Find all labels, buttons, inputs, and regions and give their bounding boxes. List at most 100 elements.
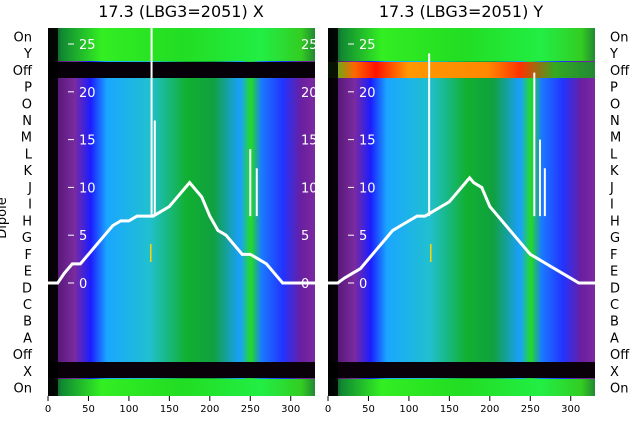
row-label: Off bbox=[13, 64, 33, 79]
panel-x-title: 17.3 (LBG3=2051) X bbox=[98, 2, 264, 21]
row-label: I bbox=[610, 198, 614, 213]
x-tick-label: 50 bbox=[362, 404, 375, 415]
x-tick-label: 200 bbox=[200, 404, 219, 415]
row-label: I bbox=[28, 198, 32, 213]
row-label: B bbox=[23, 315, 32, 330]
heatmap-x-top-band bbox=[48, 28, 315, 61]
heatmap-y-bottom-band bbox=[328, 379, 595, 396]
row-label: O bbox=[610, 97, 620, 112]
heatmap-y-x-band bbox=[328, 362, 595, 378]
heatmap-x-off-band bbox=[48, 62, 315, 78]
x-tick-label: 0 bbox=[45, 404, 51, 415]
overlay-tick-label-right: 20 bbox=[301, 86, 318, 101]
overlay-ticks-y: 0 5 10 15 20 25 bbox=[348, 38, 376, 292]
row-label: On bbox=[610, 382, 628, 397]
overlay-tick-label: 10 bbox=[359, 181, 376, 196]
row-label: D bbox=[22, 281, 32, 296]
row-label: F bbox=[25, 248, 32, 263]
row-label: C bbox=[610, 298, 619, 313]
overlay-tick-label: 15 bbox=[79, 134, 96, 149]
row-label: P bbox=[610, 81, 618, 96]
panel-y: 0 5 10 15 20 25 17.3 (LBG3=2051) Y On Y Off PONM… bbox=[325, 2, 630, 415]
row-label: N bbox=[22, 114, 32, 129]
x-ticks-y: 0 50 100 150 200 250 300 bbox=[325, 396, 580, 415]
heatmap-x bbox=[48, 28, 315, 396]
overlay-tick-label: 0 bbox=[359, 277, 367, 292]
row-label: K bbox=[610, 164, 619, 179]
row-label: M bbox=[21, 131, 32, 146]
trace-y bbox=[328, 53, 595, 285]
row-label: N bbox=[610, 114, 620, 129]
row-label: P bbox=[24, 81, 32, 96]
overlay-tick-label: 25 bbox=[79, 38, 96, 53]
x-tick-label: 150 bbox=[160, 404, 179, 415]
x-tick-label: 250 bbox=[241, 404, 260, 415]
row-label: F bbox=[610, 248, 617, 263]
row-label: L bbox=[25, 147, 33, 162]
row-label: H bbox=[610, 214, 620, 229]
heatmap-y-top-band bbox=[328, 28, 595, 61]
row-label: Y bbox=[23, 47, 32, 62]
panel-y-title: 17.3 (LBG3=2051) Y bbox=[379, 2, 544, 21]
x-tick-label: 250 bbox=[521, 404, 540, 415]
panel-x-ylabel: Dipole bbox=[0, 197, 10, 238]
row-label: O bbox=[22, 97, 32, 112]
x-tick-label: 100 bbox=[399, 404, 418, 415]
row-label: On bbox=[14, 30, 32, 45]
row-label: J bbox=[27, 181, 32, 196]
row-label: B bbox=[610, 315, 619, 330]
row-label: G bbox=[610, 231, 620, 246]
overlay-tick-label: 15 bbox=[359, 134, 376, 149]
row-label: K bbox=[23, 164, 32, 179]
heatmap-x-left-dark bbox=[48, 28, 58, 396]
row-label: X bbox=[23, 365, 32, 380]
overlay-tick-label: 25 bbox=[359, 38, 376, 53]
row-label: E bbox=[24, 265, 32, 280]
row-label: G bbox=[22, 231, 32, 246]
x-tick-label: 200 bbox=[480, 404, 499, 415]
trace-x bbox=[48, 24, 315, 285]
row-label: E bbox=[610, 265, 618, 280]
x-ticks-x: 0 50 100 150 200 250 300 bbox=[45, 396, 300, 415]
row-label: Off bbox=[610, 64, 630, 79]
row-label: A bbox=[610, 331, 619, 346]
orbit-trace bbox=[48, 180, 315, 285]
row-label: C bbox=[23, 298, 32, 313]
overlay-tick-label: 0 bbox=[79, 277, 87, 292]
heatmap-y-left-dark bbox=[328, 28, 338, 396]
overlay-tick-label-right: 10 bbox=[301, 181, 318, 196]
row-label: X bbox=[610, 365, 619, 380]
overlay-tick-label-right: 5 bbox=[301, 229, 309, 244]
x-tick-label: 50 bbox=[82, 404, 95, 415]
overlay-tick-label: 20 bbox=[79, 86, 96, 101]
overlay-tick-label-right: 15 bbox=[301, 134, 318, 149]
overlay-tick-label: 5 bbox=[79, 229, 87, 244]
heatmap-y-off-band bbox=[328, 62, 595, 78]
row-label: H bbox=[22, 214, 32, 229]
overlay-tick-label: 10 bbox=[79, 181, 96, 196]
row-label: On bbox=[610, 30, 628, 45]
x-tick-label: 300 bbox=[281, 404, 300, 415]
row-label: Off bbox=[610, 348, 630, 363]
row-label: D bbox=[610, 281, 620, 296]
row-label: M bbox=[610, 131, 621, 146]
row-label: L bbox=[610, 147, 618, 162]
row-label: On bbox=[14, 382, 32, 397]
overlay-tick-label: 20 bbox=[359, 86, 376, 101]
row-label: J bbox=[609, 181, 614, 196]
row-label: Y bbox=[609, 47, 618, 62]
heatmap-x-bottom-band bbox=[48, 379, 315, 396]
x-tick-label: 300 bbox=[561, 404, 580, 415]
heatmap-y bbox=[328, 28, 595, 396]
x-tick-label: 0 bbox=[325, 404, 331, 415]
x-tick-label: 100 bbox=[119, 404, 138, 415]
overlay-tick-label: 5 bbox=[359, 229, 367, 244]
heatmap-x-x-band bbox=[48, 362, 315, 378]
x-tick-label: 150 bbox=[440, 404, 459, 415]
orbit-trace bbox=[328, 175, 595, 285]
row-label: A bbox=[23, 331, 32, 346]
